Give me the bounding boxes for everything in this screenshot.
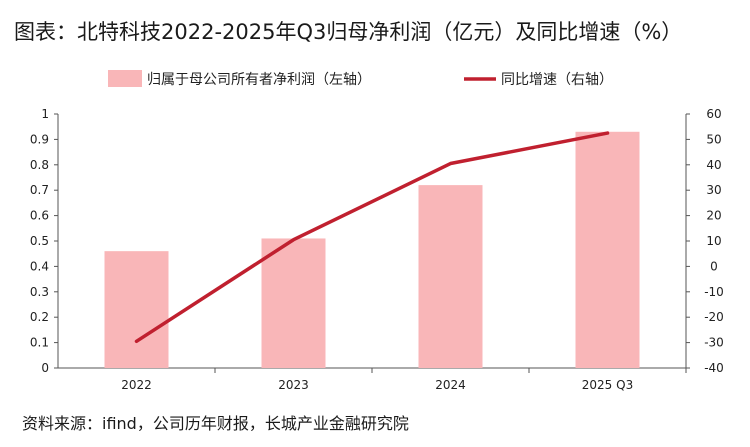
x-tick-label: 2022: [121, 378, 152, 392]
right-tick-label: 10: [706, 234, 721, 248]
source-note: 资料来源：ifind，公司历年财报，长城产业金融研究院: [22, 414, 409, 433]
right-tick-label: -40: [704, 361, 724, 375]
left-tick-label: 0.2: [30, 310, 49, 324]
x-tick-label: 2025 Q3: [582, 378, 633, 392]
left-tick-label: 0.5: [30, 234, 49, 248]
right-tick-label: -10: [704, 285, 724, 299]
right-tick-label: -20: [704, 310, 724, 324]
left-tick-label: 0.4: [30, 259, 49, 273]
bar: [104, 251, 169, 368]
left-tick-label: 0.1: [30, 336, 49, 350]
right-tick-label: 0: [710, 259, 718, 273]
chart-title: 图表：北特科技2022-2025年Q3归母净利润（亿元）及同比增速（%）: [14, 20, 683, 44]
bar: [575, 131, 640, 368]
x-tick-label: 2023: [278, 378, 309, 392]
right-tick-label: 30: [706, 183, 721, 197]
left-tick-label: 0.6: [30, 209, 49, 223]
growth-line: [134, 131, 610, 344]
left-tick-label: 0.7: [30, 183, 49, 197]
legend: 归属于母公司所有者净利润（左轴） 同比增速（右轴）: [108, 70, 613, 88]
left-tick-label: 1: [41, 107, 49, 121]
legend-bar-label: 归属于母公司所有者净利润（左轴）: [147, 71, 371, 88]
right-tick-label: 60: [706, 107, 721, 121]
right-tick-label: 20: [706, 209, 721, 223]
left-tick-label: 0.3: [30, 285, 49, 299]
right-tick-label: -30: [704, 336, 724, 350]
right-tick-label: 40: [706, 158, 721, 172]
legend-line-label: 同比增速（右轴）: [501, 72, 613, 88]
right-tick-label: 50: [706, 132, 721, 146]
left-tick-label: 0.9: [30, 132, 49, 146]
left-tick-label: 0.8: [30, 158, 49, 172]
legend-bar-swatch: [108, 70, 142, 87]
bar: [418, 185, 483, 368]
plot-area: 0 0.1 0.2 0.3 0.4 0.5 0.6 0.7 0.8 0.9 1 -40 -30 -20 -1…: [30, 107, 724, 392]
bar: [261, 238, 326, 368]
x-tick-label: 2024: [435, 378, 466, 392]
left-tick-label: 0: [41, 361, 49, 375]
